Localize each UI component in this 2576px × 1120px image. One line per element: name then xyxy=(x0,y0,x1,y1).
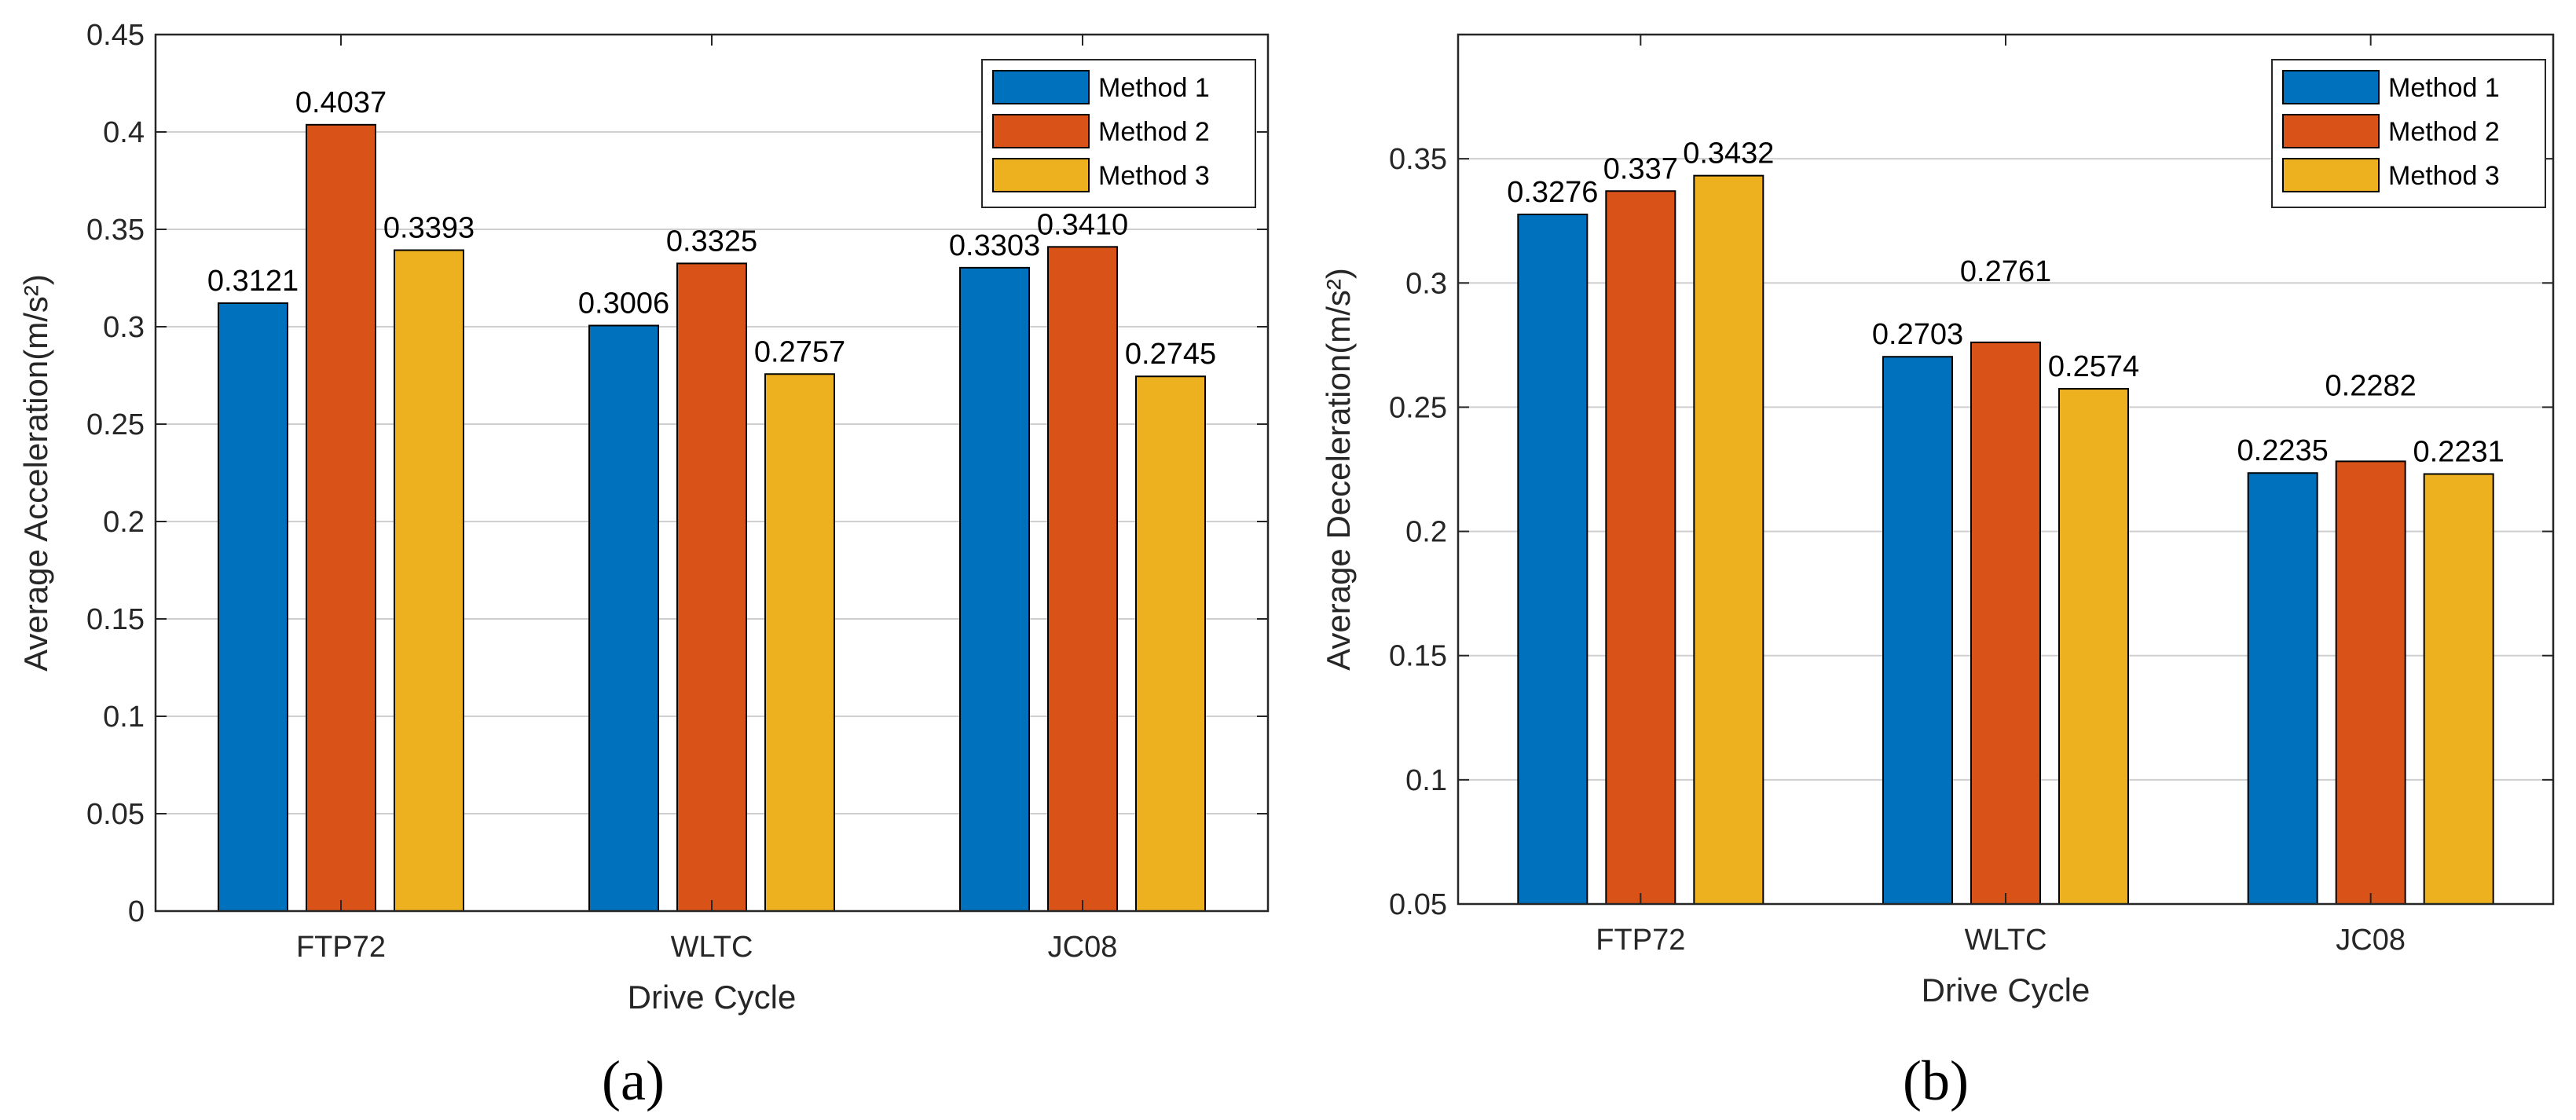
x-axis-label: Drive Cycle xyxy=(1922,972,2090,1008)
bar-method-1-jc08 xyxy=(959,266,1030,912)
data-label: 0.4037 xyxy=(295,86,387,119)
panel-label: (b) xyxy=(1903,1049,1969,1112)
data-label: 0.337 xyxy=(1603,152,1678,185)
bar-method-3-wltc xyxy=(2058,388,2129,905)
legend-label: Method 3 xyxy=(1098,161,1210,191)
data-label: 0.3393 xyxy=(383,212,475,245)
panel-label: (a) xyxy=(602,1049,665,1112)
bar-method-1-ftp72 xyxy=(218,302,288,912)
bar-method-1-jc08 xyxy=(2247,472,2318,905)
axes-box xyxy=(1457,33,2555,906)
x-tick-label: JC08 xyxy=(2336,924,2406,957)
legend-swatch xyxy=(2282,158,2380,192)
y-tick-label: 0.3 xyxy=(103,311,145,344)
y-tick-label: 0.1 xyxy=(1405,764,1447,797)
bar-method-2-ftp72 xyxy=(1605,190,1676,905)
legend-label: Method 3 xyxy=(2388,161,2500,191)
bar-method-3-ftp72 xyxy=(394,249,464,912)
legend-label: Method 1 xyxy=(1098,73,1210,103)
chart-a: 0 0.05 0.1 0.15 0.2 0.25 0.3 0.35 0.4 0.45 0.3121 0… xyxy=(17,19,1270,1112)
data-label: 0.2282 xyxy=(2325,369,2417,402)
bar-method-3-wltc xyxy=(764,373,835,913)
y-tick-label: 0.15 xyxy=(86,603,145,636)
data-label: 0.2235 xyxy=(2237,434,2329,467)
x-tick-label: WLTC xyxy=(1965,924,2047,957)
legend-swatch xyxy=(2282,70,2380,104)
x-tick-label: JC08 xyxy=(1048,931,1118,964)
data-label: 0.2574 xyxy=(2048,350,2139,383)
data-label: 0.3432 xyxy=(1683,137,1774,170)
y-tick-label: 0 xyxy=(128,895,145,928)
bar-method-2-ftp72 xyxy=(306,123,376,913)
data-label: 0.3006 xyxy=(578,287,669,320)
bar-method-2-jc08 xyxy=(1047,246,1118,912)
y-axis-label: Average Deceleration(m/s²) xyxy=(1320,268,1357,671)
data-label: 0.2745 xyxy=(1125,338,1216,371)
data-label: 0.3325 xyxy=(666,225,757,258)
legend-swatch xyxy=(992,70,1090,104)
y-tick-label: 0.15 xyxy=(1389,640,1447,673)
y-tick-label: 0.25 xyxy=(86,408,145,441)
bar-method-1-wltc xyxy=(588,324,659,912)
data-label: 0.3303 xyxy=(949,229,1040,262)
y-tick-label: 0.2 xyxy=(103,506,145,539)
bar-method-3-jc08 xyxy=(2423,473,2494,905)
x-axis-label: Drive Cycle xyxy=(628,979,797,1016)
data-label: 0.2761 xyxy=(1960,255,2051,288)
x-tick-label: FTP72 xyxy=(1596,924,1685,957)
data-label: 0.2703 xyxy=(1872,318,1963,351)
axes-box xyxy=(154,33,1270,913)
chart-b: 0.05 0.1 0.15 0.2 0.25 0.3 0.35 0.3276 0.2703 0.2… xyxy=(1320,33,2555,1112)
x-tick-label: FTP72 xyxy=(296,931,386,964)
y-axis-label: Average Acceleration(m/s²) xyxy=(17,274,54,672)
legend-label: Method 1 xyxy=(2388,73,2500,103)
y-tick-label: 0.4 xyxy=(103,116,145,149)
legend-label: Method 2 xyxy=(1098,117,1210,147)
y-tick-label: 0.35 xyxy=(86,214,145,247)
y-tick-label: 0.25 xyxy=(1389,391,1447,424)
bar-method-2-jc08 xyxy=(2335,460,2406,905)
bar-method-3-jc08 xyxy=(1135,375,1206,912)
y-tick-label: 0.3 xyxy=(1405,267,1447,300)
y-tick-label: 0.2 xyxy=(1405,516,1447,549)
legend-swatch xyxy=(992,158,1090,192)
y-tick-label: 0.45 xyxy=(86,19,145,52)
bar-method-3-ftp72 xyxy=(1693,174,1764,906)
y-tick-label: 0.05 xyxy=(86,798,145,831)
y-tick-label: 0.35 xyxy=(1389,143,1447,176)
data-label: 0.3121 xyxy=(207,265,299,298)
bar-method-2-wltc xyxy=(676,262,747,912)
y-tick-label: 0.1 xyxy=(103,701,145,734)
legend-swatch xyxy=(2282,114,2380,148)
legend: Method 1 Method 2 Method 3 xyxy=(981,59,1256,208)
legend: Method 1 Method 2 Method 3 xyxy=(2271,59,2546,208)
y-tick-label: 0.05 xyxy=(1389,888,1447,921)
bar-method-2-wltc xyxy=(1970,341,2041,905)
data-label: 0.2231 xyxy=(2413,436,2505,469)
bar-method-1-ftp72 xyxy=(1517,213,1588,905)
legend-swatch xyxy=(992,114,1090,148)
legend-label: Method 2 xyxy=(2388,117,2500,147)
data-label: 0.3276 xyxy=(1507,176,1598,209)
data-label: 0.2757 xyxy=(754,335,845,368)
data-label: 0.3410 xyxy=(1037,208,1128,241)
bar-method-1-wltc xyxy=(1882,356,1953,905)
x-tick-label: WLTC xyxy=(671,931,753,964)
